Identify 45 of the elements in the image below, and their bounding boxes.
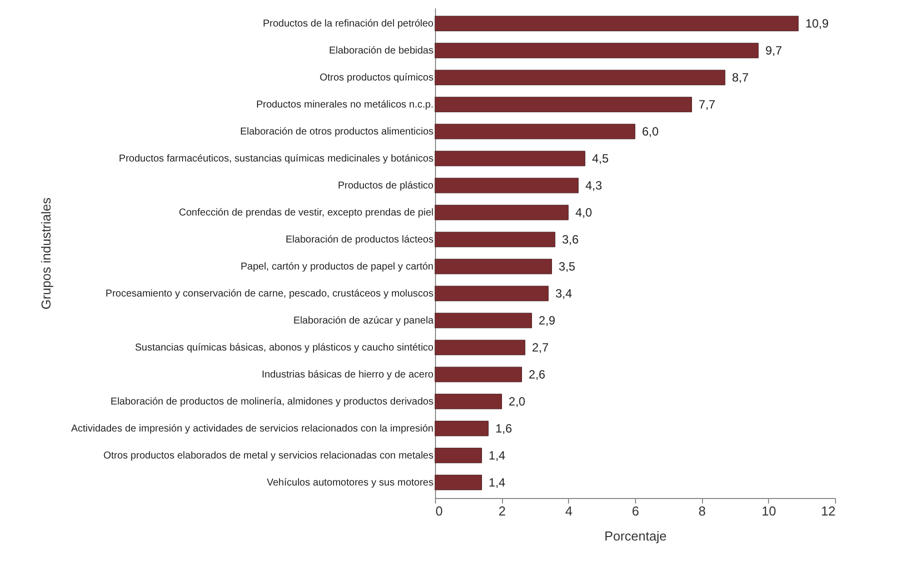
y-tick-label: Confección de prendas de vestir, excepto prendas de piel — [178, 208, 434, 219]
y-tick-label: Productos farmacéuticos, sustancias químicas medicinales y botánicos — [118, 154, 434, 165]
data-label: 1,6 — [495, 421, 512, 436]
x-tick-label: 4 — [565, 504, 572, 518]
y-tick-label: Otros productos elaborados de metal y servicios relacionadas con metales — [103, 450, 434, 462]
data-label: 4,5 — [592, 152, 610, 166]
data-label: 1,4 — [488, 475, 506, 490]
y-tick-label: Elaboración de bebidas — [328, 46, 434, 57]
data-label: 2,7 — [532, 340, 550, 354]
data-label: 2,0 — [508, 394, 526, 408]
y-tick-label: Elaboración de azúcar y panela — [293, 315, 434, 326]
y-tick-label: Productos de plástico — [338, 180, 434, 192]
data-label: 3,5 — [558, 260, 576, 274]
y-tick-label: Vehículos automotores y sus motores — [266, 477, 434, 488]
data-label: 1,4 — [488, 448, 506, 462]
data-label: 6,0 — [642, 124, 660, 139]
y-tick-label: Elaboración de productos de molinería, almidones y productos derivados — [110, 396, 434, 408]
data-label: 3,6 — [562, 232, 580, 246]
data-label: 3,4 — [555, 286, 572, 300]
y-axis-title: Grupos industriales — [38, 197, 54, 310]
y-tick-label: Elaboración de otros productos alimenticios — [240, 126, 434, 138]
data-label: 4,3 — [585, 178, 602, 193]
y-tick-label: Otros productos químicos — [320, 72, 434, 84]
data-label: 8,7 — [732, 70, 750, 85]
data-label: 2,9 — [538, 313, 556, 328]
x-tick-label: 6 — [632, 504, 640, 518]
x-tick-label: 0 — [436, 504, 443, 518]
y-tick-label: Productos de la refinación del petróleo — [262, 18, 434, 30]
data-label: 2,6 — [528, 367, 546, 382]
y-tick-label: Productos minerales no metálicos n.c.p. — [256, 100, 434, 111]
data-label: 4,0 — [575, 206, 592, 220]
x-tick-label: 10 — [762, 504, 776, 518]
y-tick-label: Papel, cartón y productos de papel y cartón — [240, 262, 434, 272]
x-tick-label: 8 — [698, 504, 706, 518]
y-tick-label: Procesamiento y conservación de carne, pescado, crustáceos y moluscos — [106, 288, 434, 300]
x-axis-title: Porcentaje — [604, 528, 667, 544]
data-label: 10,9 — [805, 16, 830, 31]
x-tick-label: 2 — [498, 504, 506, 518]
data-label: 7,7 — [698, 98, 716, 112]
y-tick-label: Actividades de impresión y actividades de servicios relacionados con la impresión — [71, 423, 434, 434]
data-label: 9,7 — [765, 44, 782, 58]
x-tick-label: 12 — [821, 504, 836, 518]
y-tick-label: Industrias básicas de hierro y de acero — [262, 369, 434, 380]
y-tick-label: Elaboración de productos lácteos — [286, 234, 434, 246]
y-tick-label: Sustancias químicas básicas, abonos y plásticos y caucho sintético — [135, 342, 434, 354]
